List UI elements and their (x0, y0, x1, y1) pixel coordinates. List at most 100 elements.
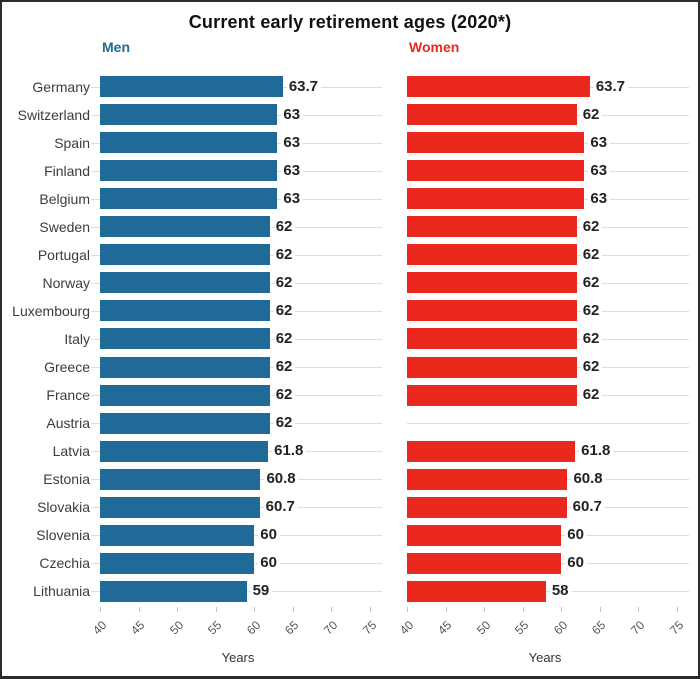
country-label: Norway (42, 274, 90, 291)
axis-tick-mark (100, 606, 101, 612)
value-label: 63 (588, 134, 611, 151)
value-label: 63 (281, 162, 304, 179)
country-label: France (46, 387, 90, 404)
axis-tick-label-text: 55 (205, 617, 225, 638)
value-label: 63 (588, 162, 611, 179)
value-label: 60.8 (264, 471, 299, 488)
axis-tick-label-text: 70 (628, 617, 648, 638)
axis-tick-label-text: 40 (396, 617, 416, 638)
value-label: 63 (588, 190, 611, 207)
bar (407, 188, 585, 210)
bar (407, 244, 577, 266)
axis-tick-label-text: 65 (282, 617, 302, 638)
axis-tick-label-text: 75 (666, 617, 686, 638)
axis-tick-label-text: 70 (321, 617, 341, 638)
value-label: 63 (281, 190, 304, 207)
axis-tick-mark (407, 606, 408, 612)
axis-tick-label-text: 55 (512, 617, 532, 638)
country-label: Portugal (37, 246, 90, 263)
country-label: Latvia (52, 443, 90, 460)
value-label: 62 (580, 359, 603, 375)
axis-tick-mark (369, 606, 371, 612)
country-label: Luxembourg (12, 302, 90, 319)
country-label: Slovakia (37, 499, 90, 516)
axis-tick-mark (561, 606, 563, 612)
country-label: Italy (64, 330, 90, 347)
value-label: 62 (273, 387, 296, 404)
bar (100, 272, 270, 294)
chart-title: Current early retirement ages (2020*) (188, 12, 512, 32)
value-label: 62 (580, 106, 603, 123)
value-label: 62 (580, 330, 603, 347)
axis-tick-mark (638, 606, 640, 612)
value-label: 60.8 (571, 471, 606, 488)
axis-tick-label-text: 60 (550, 617, 571, 638)
men-axis-title: Years (221, 649, 255, 665)
country-label: Germany (32, 78, 90, 95)
value-label: 62 (580, 387, 603, 404)
bar (407, 272, 577, 294)
value-label: 62 (273, 302, 296, 319)
value-label: 60.7 (263, 499, 298, 516)
country-label: Spain (54, 134, 90, 151)
axis-tick-mark (215, 606, 217, 612)
axis-tick-label-text: 50 (166, 617, 187, 638)
bar (407, 328, 577, 350)
axis-tick-mark (522, 606, 524, 612)
row-gridline (407, 591, 689, 593)
value-label: 62 (580, 246, 603, 263)
value-label: 62 (273, 415, 296, 432)
bar (100, 104, 278, 126)
bar (407, 356, 577, 378)
value-label: 60 (565, 555, 587, 572)
value-label: 62 (273, 246, 296, 263)
bar (100, 580, 247, 602)
country-label: Lithuania (33, 583, 90, 600)
country-label: Austria (46, 415, 90, 432)
country-label: Czechia (39, 555, 90, 572)
value-label: 60.7 (570, 499, 605, 516)
bar (407, 496, 567, 518)
bar (100, 76, 283, 97)
bar (407, 524, 562, 546)
axis-tick-mark (177, 606, 179, 612)
value-label: 61.8 (579, 443, 614, 460)
bar (407, 440, 576, 462)
axis-tick-label-text: 50 (473, 617, 494, 638)
value-label: 62 (273, 218, 296, 235)
value-label: 62 (580, 274, 603, 291)
bar (407, 552, 562, 574)
value-label: 63 (281, 106, 304, 123)
axis-tick-mark (138, 606, 140, 612)
bar (407, 300, 577, 322)
bar (100, 468, 261, 490)
country-label: Estonia (43, 471, 90, 488)
value-label: 63 (281, 134, 304, 151)
value-label: 60 (565, 527, 587, 544)
bar (100, 160, 278, 182)
bar (100, 384, 270, 406)
country-label: Sweden (39, 218, 90, 235)
axis-tick-label-text: 75 (359, 617, 379, 638)
country-label: Switzerland (17, 106, 90, 123)
country-label: Greece (44, 359, 90, 375)
bar (407, 580, 546, 602)
men-series-label: Men (102, 39, 130, 55)
women-axis-title: Years (528, 649, 562, 665)
value-label: 58 (549, 583, 572, 600)
bar (407, 468, 568, 490)
axis-tick-mark (599, 606, 601, 612)
value-label: 62 (273, 330, 296, 347)
women-series-label: Women (409, 39, 460, 55)
value-label: 60 (258, 527, 280, 544)
axis-tick-mark (484, 606, 486, 612)
value-label: 60 (258, 555, 280, 572)
axis-tick-label-text: 45 (128, 617, 148, 638)
axis-tick-label-text: 45 (435, 617, 455, 638)
bar (407, 76, 590, 97)
bar (407, 216, 577, 238)
bar (100, 216, 270, 238)
value-label: 62 (580, 302, 603, 319)
axis-tick-label-text: 60 (243, 617, 264, 638)
value-label: 62 (273, 274, 296, 291)
